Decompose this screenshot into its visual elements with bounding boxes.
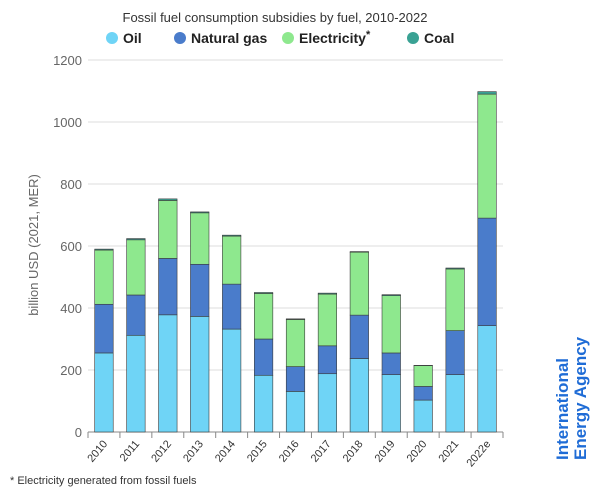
bar-coal [158, 198, 178, 201]
legend-marker [407, 32, 419, 44]
legend-marker [282, 32, 294, 44]
bar-electricity [158, 200, 178, 259]
legend-label: Oil [123, 30, 142, 46]
bar-coal [381, 294, 401, 296]
legend-label: Electricity* [299, 29, 371, 46]
bar-coal [349, 251, 369, 253]
x-tick-label: 2013 [181, 438, 206, 464]
y-tick-label: 800 [60, 177, 82, 192]
bar-oil [126, 334, 146, 433]
x-tick-label: 2012 [149, 438, 174, 464]
bar-electricity [445, 268, 465, 331]
bar-natural-gas [94, 303, 114, 354]
y-tick-label: 200 [60, 363, 82, 378]
bar-natural-gas [222, 283, 242, 330]
bar-coal [477, 91, 497, 95]
legend-label: Natural gas [191, 30, 267, 46]
bars [94, 91, 497, 433]
x-tick-label: 2011 [118, 438, 142, 464]
bar-oil [222, 328, 242, 433]
bar-coal [190, 211, 210, 214]
x-tick-label: 2021 [436, 438, 461, 464]
svg-text:Energy Agency: Energy Agency [571, 336, 590, 460]
bar-electricity [477, 93, 497, 219]
bar-coal [94, 248, 114, 251]
y-tick-label: 0 [75, 425, 82, 440]
bar-natural-gas [349, 314, 369, 359]
bar-natural-gas [317, 345, 337, 375]
bar-electricity [222, 235, 242, 285]
bar-oil [445, 374, 465, 433]
x-tick-label: 2020 [405, 438, 430, 464]
bar-electricity [254, 293, 274, 340]
bar-electricity [126, 239, 146, 296]
bar-oil [190, 316, 210, 433]
bar-oil [254, 374, 274, 433]
bar-electricity [317, 293, 337, 347]
bar-natural-gas [445, 330, 465, 375]
bar-oil [381, 374, 401, 433]
bar-oil [349, 358, 369, 433]
bar-coal [445, 267, 465, 270]
legend-marker [106, 32, 118, 44]
x-tick-label: 2014 [213, 438, 238, 464]
y-axis-label: billion USD (2021, MER) [26, 174, 41, 316]
bar-coal [285, 318, 306, 320]
bar-natural-gas [285, 366, 306, 392]
legend-label: Coal [424, 30, 454, 46]
bar-natural-gas [477, 217, 497, 326]
bar-electricity [381, 295, 401, 354]
x-tick-labels: 2010 2011 2012 2013 2014 2015 2016 2017 2018 2019… [85, 432, 504, 469]
legend: Oil Natural gas Electricity* Coal [106, 29, 454, 46]
x-tick-label: 2022e [464, 438, 493, 469]
bar-coal [254, 292, 274, 294]
bar-coal [317, 292, 337, 295]
x-tick-label: 2015 [245, 438, 270, 464]
bar-oil [285, 391, 306, 433]
y-tick-label: 600 [60, 239, 82, 254]
footnote: * Electricity generated from fossil fuel… [10, 475, 197, 487]
bar-electricity [94, 249, 114, 305]
iea-logo: International Energy Agency [553, 336, 590, 460]
bar-electricity [190, 212, 210, 265]
bar-oil [413, 399, 433, 433]
y-tick-label: 1200 [53, 53, 82, 68]
svg-text:International: International [553, 358, 572, 460]
legend-marker [174, 32, 186, 44]
bar-oil [317, 373, 337, 433]
gridlines [88, 59, 503, 433]
bar-oil [477, 325, 497, 433]
bar-natural-gas [126, 294, 146, 336]
x-tick-label: 2010 [85, 438, 110, 464]
bar-natural-gas [158, 258, 178, 316]
x-tick-label: 2018 [341, 438, 366, 464]
bar-coal [222, 234, 242, 237]
bar-oil [94, 352, 114, 433]
y-tick-label: 400 [60, 301, 82, 316]
x-tick-label: 2016 [277, 438, 302, 464]
chart-title: Fossil fuel consumption subsidies by fue… [123, 10, 428, 25]
bar-electricity [349, 251, 369, 316]
bar-electricity [413, 365, 433, 387]
x-tick-label: 2017 [309, 438, 334, 464]
bar-natural-gas [381, 352, 401, 375]
bar-coal [126, 238, 146, 241]
bar-natural-gas [254, 338, 274, 376]
bar-natural-gas [413, 386, 433, 401]
x-tick-label: 2019 [373, 438, 398, 464]
bar-natural-gas [190, 263, 210, 317]
bar-electricity [285, 319, 306, 367]
y-tick-labels: 0 200 400 600 800 1000 1200 [53, 53, 82, 440]
y-tick-label: 1000 [53, 115, 82, 130]
bar-oil [158, 314, 178, 433]
